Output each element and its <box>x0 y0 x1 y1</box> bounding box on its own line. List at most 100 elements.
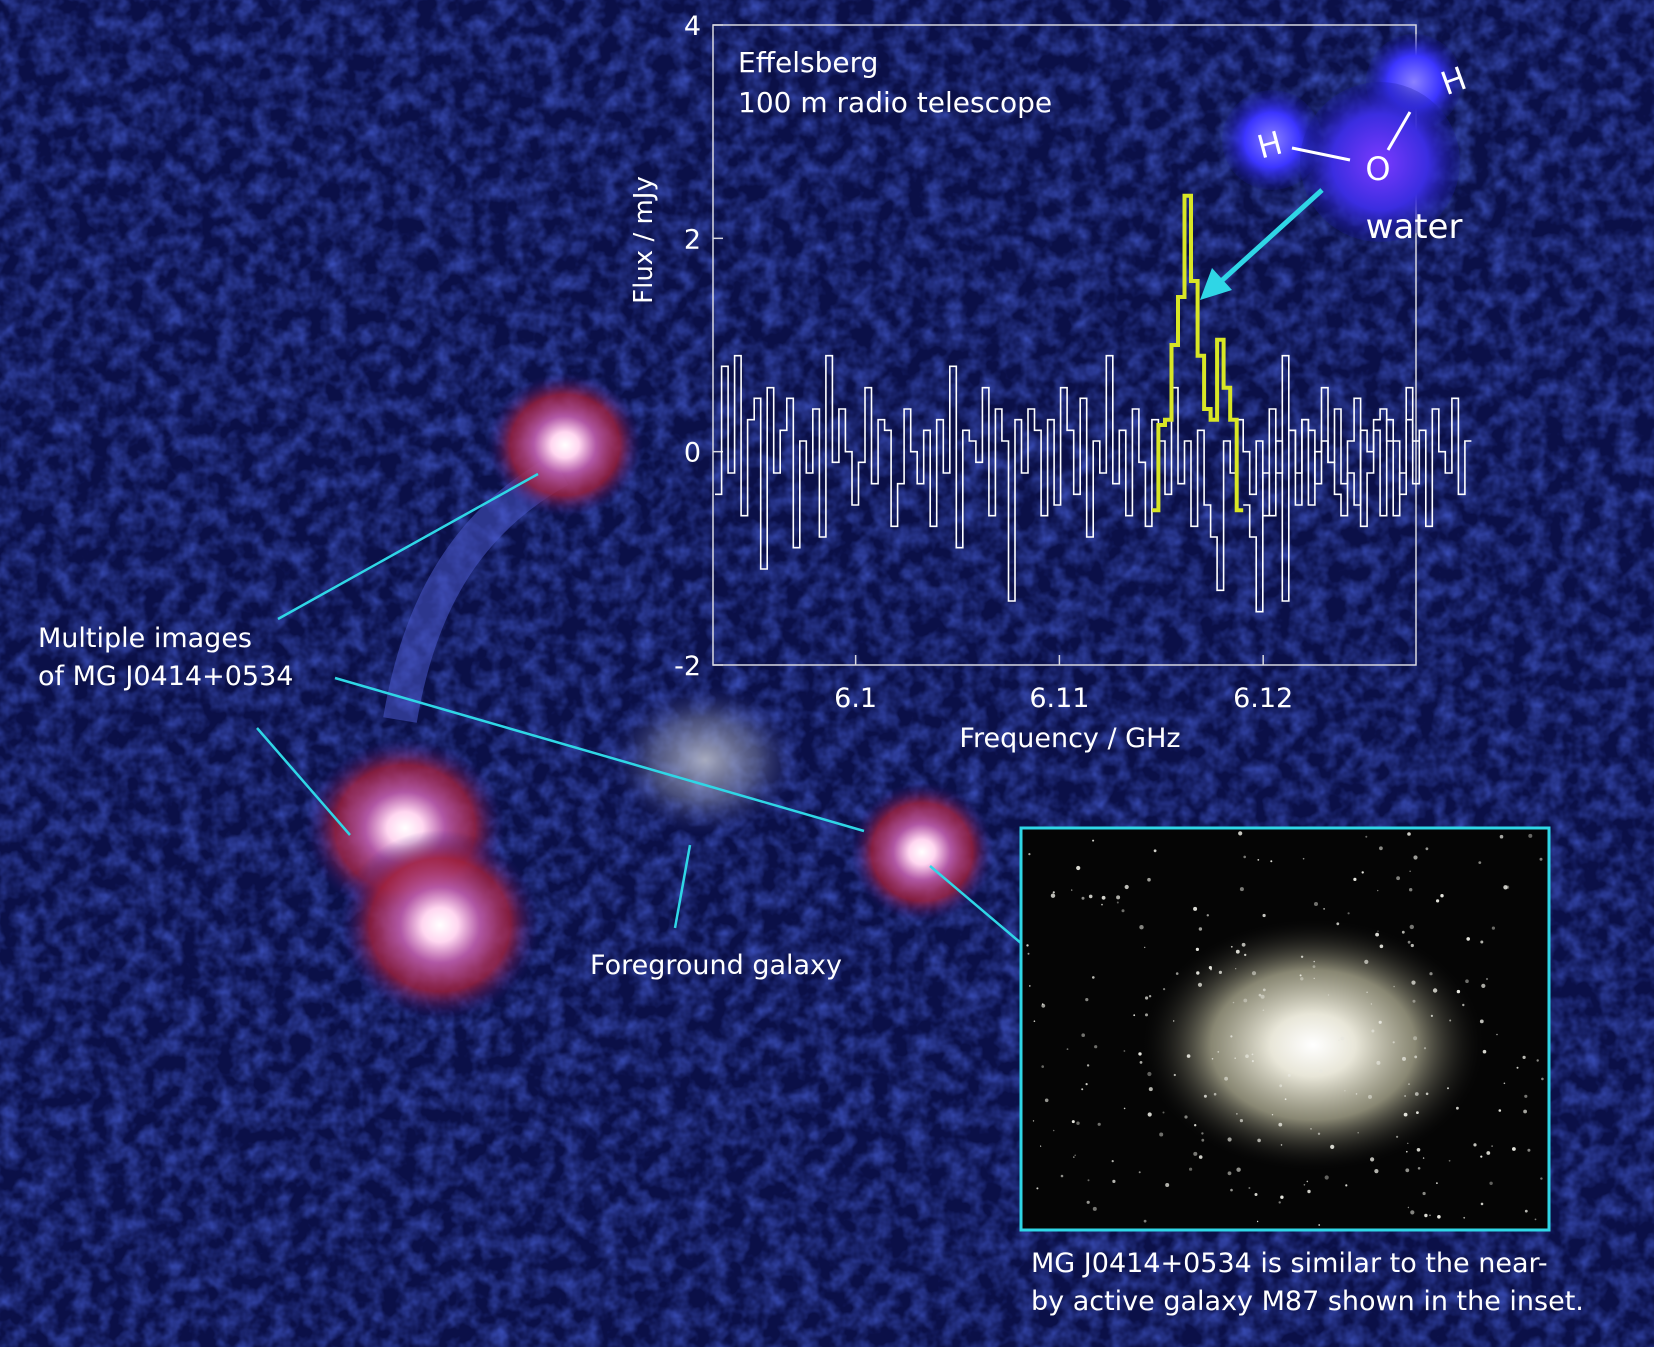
inset-star <box>1436 899 1440 903</box>
inset-star <box>1422 1157 1425 1159</box>
inset-star <box>1184 1115 1188 1119</box>
inset-star <box>1393 985 1395 988</box>
inset-star <box>1524 1094 1528 1098</box>
inset-star <box>1085 1083 1088 1086</box>
inset-star <box>1203 1094 1207 1098</box>
inset-star <box>1198 1155 1203 1159</box>
inset-star <box>1480 940 1484 944</box>
inset-star <box>1323 908 1325 910</box>
inset-star <box>1175 972 1179 975</box>
inset-star <box>1313 960 1315 963</box>
inset-star <box>1379 846 1383 851</box>
inset-star <box>1251 1053 1254 1056</box>
inset-star <box>1026 944 1029 947</box>
chart-title-line2: 100 m radio telescope <box>738 86 1052 119</box>
inset-star <box>1425 847 1429 851</box>
inset-star <box>1235 949 1240 954</box>
inset-star <box>1138 1171 1141 1174</box>
inset-star <box>1262 988 1266 992</box>
inset-star <box>1241 942 1246 947</box>
inset-star <box>1278 1201 1281 1204</box>
inset-star <box>1407 940 1411 944</box>
inset-star <box>1403 1112 1408 1117</box>
inset-star <box>1041 1065 1044 1068</box>
inset-star <box>1173 1073 1176 1077</box>
inset-star <box>1148 1087 1153 1092</box>
inset-star <box>1196 971 1200 975</box>
callout-line-image-c <box>334 676 865 833</box>
inset-star <box>1378 1020 1382 1024</box>
inset-star <box>1287 1073 1291 1077</box>
inset-star <box>1324 1175 1329 1180</box>
inset-star <box>1097 1122 1101 1126</box>
inset-star <box>1368 1094 1372 1099</box>
inset-star <box>1198 927 1203 931</box>
inset-star <box>1279 1084 1283 1088</box>
inset-star <box>1379 944 1384 949</box>
inset-star <box>1303 1184 1306 1186</box>
water-emission-series <box>1151 193 1244 513</box>
inset-star <box>1534 1218 1537 1221</box>
x-tick-label: 6.1 <box>834 683 877 714</box>
atom-label-o: O <box>1365 150 1390 188</box>
inset-star <box>1257 1138 1261 1143</box>
inset-star <box>1401 930 1405 934</box>
inset-star <box>1410 943 1414 948</box>
inset-star <box>1243 998 1248 1003</box>
arrow-to-water-line <box>1200 188 1324 300</box>
callout-line-foreground <box>673 844 692 929</box>
x-tick-label: 6.11 <box>1029 683 1089 714</box>
inset-star <box>1052 891 1055 894</box>
inset-star <box>1280 1195 1284 1199</box>
inset-star <box>1227 1171 1232 1176</box>
inset-star <box>1516 1066 1519 1069</box>
inset-star <box>1147 1112 1152 1117</box>
inset-star <box>1028 853 1031 856</box>
callout-line-image-b <box>256 727 351 836</box>
inset-star <box>1392 1041 1395 1044</box>
spectrum-chart: -2 0 2 4 6.1 6.11 6.12 Effelsberg 100 m radio… <box>629 11 1472 754</box>
inset-star <box>1405 1168 1410 1173</box>
inset-star <box>1159 1132 1164 1137</box>
plot-frame <box>712 24 1417 666</box>
inset-star <box>1148 995 1152 998</box>
inset-star <box>1040 1145 1042 1147</box>
inset-star <box>1407 1206 1410 1209</box>
inset-star <box>1370 1157 1375 1162</box>
inset-star <box>1262 913 1266 918</box>
inset-star <box>1236 1113 1238 1115</box>
inset-star <box>1491 1145 1493 1147</box>
inset-star <box>1076 865 1081 871</box>
chart-title-line1: Effelsberg <box>738 46 878 79</box>
inset-star <box>1041 1003 1044 1005</box>
molecule-label: water <box>1366 207 1463 247</box>
inset-star <box>1353 877 1357 882</box>
inset-star <box>1491 926 1495 930</box>
inset-star <box>1396 1135 1399 1138</box>
inset-star <box>1300 955 1304 958</box>
arrow-shaft <box>1216 188 1324 286</box>
inset-star <box>1193 1151 1198 1156</box>
inset-star <box>1044 1098 1049 1103</box>
inset-star <box>1448 1159 1451 1162</box>
inset-star <box>1076 1121 1080 1125</box>
inset-star <box>1206 914 1210 917</box>
inset-star <box>1347 912 1350 915</box>
inset-star <box>1236 1167 1241 1172</box>
inset-star <box>1208 966 1212 970</box>
inset-star <box>1355 1093 1358 1095</box>
inset-star <box>1244 953 1247 957</box>
inset-star <box>1407 832 1411 836</box>
inset-star <box>1041 1003 1046 1008</box>
inset-star <box>1409 870 1411 872</box>
spectrum-series <box>715 354 1420 602</box>
inset-star <box>1409 924 1415 930</box>
inset-star <box>1243 855 1246 859</box>
inset-star <box>1375 932 1379 937</box>
inset-star <box>1124 884 1129 890</box>
inset-star <box>1087 1179 1090 1182</box>
inset-star <box>1145 1013 1148 1017</box>
x-axis-label: Frequency / GHz <box>959 723 1180 754</box>
inset-star <box>1463 1216 1466 1219</box>
